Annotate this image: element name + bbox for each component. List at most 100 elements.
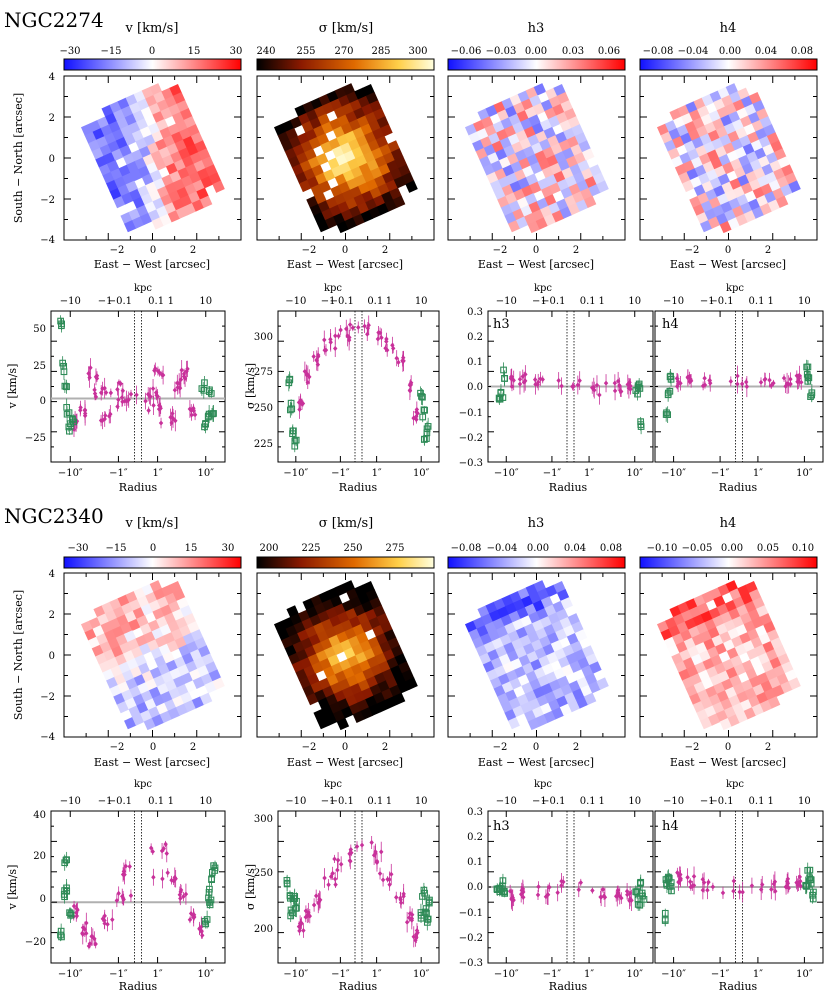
cbar-tick: −30	[67, 543, 88, 554]
ytick: −0.1	[459, 908, 483, 919]
cbar-tick: 0.00	[721, 543, 743, 554]
cbar-tick: 225	[301, 543, 320, 554]
stellar-point	[116, 397, 121, 403]
stellar-point	[123, 863, 128, 869]
ytick: 0.3	[467, 807, 483, 818]
map-bin	[767, 696, 781, 709]
radius-tick: 10″	[627, 969, 644, 980]
kpc-tick: 1	[386, 296, 392, 307]
profile-ylabel-sigma: σ [km/s]	[244, 363, 257, 409]
map-bin	[539, 138, 552, 151]
stellar-point	[108, 390, 114, 396]
map-ytick: 4	[49, 569, 55, 580]
gas-point	[57, 927, 65, 935]
map-ytick: −2	[40, 692, 55, 703]
radius-tick: 1″	[584, 468, 594, 479]
stellar-point	[597, 392, 602, 398]
kpc-label: kpc	[726, 283, 744, 294]
stellar-point	[185, 366, 190, 372]
stellar-point	[98, 390, 104, 396]
stellar-point	[371, 852, 377, 858]
gas-point	[499, 394, 507, 401]
kpc-tick: 10	[415, 796, 428, 807]
map-bin	[582, 148, 595, 161]
radius-tick: 1″	[753, 969, 763, 980]
map-cells	[63, 572, 818, 738]
stellar-point	[74, 913, 80, 919]
stellar-point	[311, 353, 316, 360]
stellar-point	[93, 394, 99, 400]
stellar-point	[348, 858, 353, 864]
gas-point	[805, 374, 813, 382]
gas-point	[418, 393, 425, 400]
stellar-point	[538, 376, 543, 382]
cbar-tick: −0.04	[678, 46, 709, 57]
stellar-point	[119, 394, 125, 401]
map-bin	[157, 682, 170, 696]
map-bin	[674, 660, 688, 674]
gas-point	[66, 909, 73, 917]
stellar-point	[798, 883, 803, 889]
kpc-label: kpc	[726, 779, 744, 790]
gas-point	[198, 385, 206, 392]
map-bin	[727, 217, 741, 230]
colorbar-title-sigma: σ [km/s]	[319, 21, 373, 36]
map-bin	[752, 597, 765, 610]
colorbar-h3	[447, 58, 626, 71]
radius-tick: 1″	[153, 468, 163, 479]
map-bin	[758, 135, 772, 149]
stellar-point	[744, 379, 749, 385]
stellar-point	[300, 400, 306, 407]
stellar-point	[335, 857, 341, 863]
map-bin	[737, 87, 750, 101]
stellar-point	[618, 387, 623, 394]
cbar-tick: 0	[149, 46, 155, 57]
stellar-point	[547, 884, 552, 890]
kpc-tick: −1	[700, 796, 715, 807]
map-bin	[760, 680, 774, 693]
map-bin	[343, 647, 357, 660]
stellar-point	[796, 375, 802, 381]
ytick: 20	[33, 851, 46, 862]
stellar-point	[794, 880, 799, 886]
map-xtick: 0	[725, 742, 731, 753]
map-bin	[742, 142, 756, 156]
map-bin	[545, 671, 558, 684]
map-bin	[124, 716, 137, 730]
stellar-point	[332, 876, 338, 882]
cbar-tick: 255	[296, 46, 315, 57]
stellar-point	[175, 380, 180, 386]
stellar-point	[798, 878, 803, 884]
stellar-point	[169, 420, 174, 426]
radius-tick: 10″	[198, 969, 215, 980]
stellar-point	[784, 878, 790, 884]
map-bin	[318, 590, 332, 604]
kpc-tick: −1	[700, 296, 715, 307]
stellar-point	[311, 902, 317, 908]
kpc-tick: 0.1	[749, 296, 765, 307]
stellar-point	[797, 874, 802, 880]
ytick: 250	[254, 868, 273, 879]
map-bin	[589, 661, 602, 674]
profile-frame-sigma	[277, 310, 440, 463]
stellar-point	[749, 883, 755, 889]
stellar-point	[84, 920, 89, 926]
stellar-point	[173, 418, 178, 424]
map-bin	[336, 717, 350, 731]
colorbar-v	[63, 58, 242, 71]
stellar-point	[332, 856, 337, 862]
stellar-point	[359, 842, 365, 848]
stellar-point	[628, 386, 633, 392]
gas-point	[286, 894, 294, 902]
radius-tick: −10″	[58, 969, 83, 980]
stellar-point	[520, 373, 525, 380]
stellar-point	[625, 892, 630, 898]
kpc-tick: −10	[60, 796, 81, 807]
stellar-point	[350, 325, 356, 331]
cbar-tick: 240	[256, 46, 275, 57]
map-bin	[155, 635, 168, 648]
stellar-point	[796, 880, 801, 886]
gas-point	[664, 391, 672, 399]
stellar-point	[297, 928, 302, 934]
map-bin	[533, 580, 547, 593]
